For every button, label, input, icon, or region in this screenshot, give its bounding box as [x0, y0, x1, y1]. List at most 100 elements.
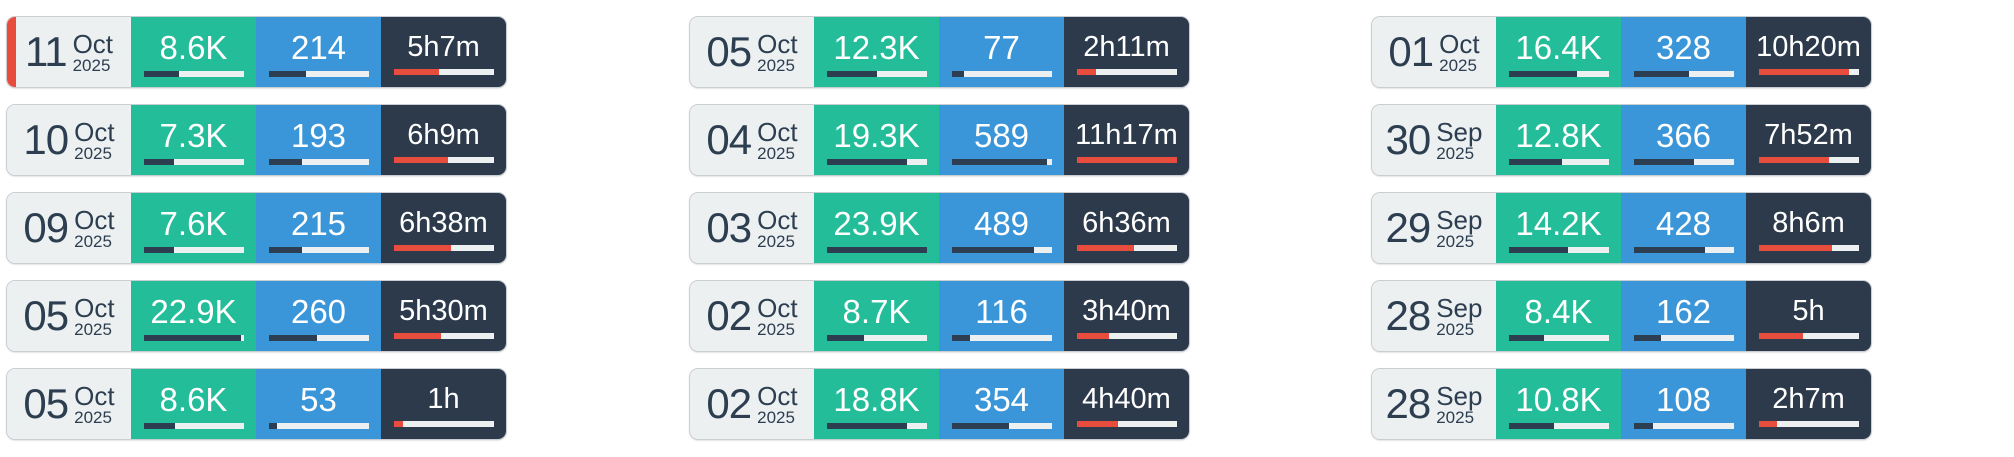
duration-bar-fill: [1758, 333, 1803, 339]
day-number: 28: [1385, 292, 1432, 339]
duration-value: 6h9m: [407, 119, 480, 151]
duration-value: 6h38m: [399, 207, 488, 239]
duration-value: 5h: [1792, 295, 1825, 327]
views-bar: [143, 335, 244, 341]
month: Oct: [72, 28, 114, 59]
duration-value: 2h7m: [1772, 383, 1845, 415]
views-cell: 19.3K: [814, 105, 939, 175]
count-bar-fill: [951, 423, 1009, 429]
count-cell: 260: [256, 281, 381, 351]
duration-bar: [1758, 333, 1859, 339]
views-cell: 12.8K: [1496, 105, 1621, 175]
count-bar: [1633, 247, 1734, 253]
views-value: 12.3K: [833, 29, 920, 66]
day-card[interactable]: 05 Oct 2025 8.6K 53 1h: [7, 369, 506, 439]
month: Sep: [1436, 292, 1483, 323]
month: Oct: [757, 28, 798, 59]
duration-value: 5h7m: [407, 31, 480, 63]
views-bar: [1508, 247, 1609, 253]
views-bar: [1508, 335, 1609, 341]
views-value: 12.8K: [1515, 117, 1602, 154]
views-bar-fill: [143, 247, 174, 253]
day-card[interactable]: 05 Oct 2025 22.9K 260 5h30m: [7, 281, 506, 351]
date-cell: 28 Sep 2025: [1372, 281, 1496, 351]
date-cell: 03 Oct 2025: [690, 193, 814, 263]
day-number: 02: [706, 292, 752, 339]
views-cell: 7.3K: [131, 105, 256, 175]
count-bar-fill: [1633, 335, 1661, 341]
count-cell: 589: [939, 105, 1064, 175]
duration-bar-fill: [1758, 157, 1829, 163]
duration-bar-fill: [1076, 69, 1096, 75]
day-card[interactable]: 28 Sep 2025 8.4K 162 5h: [1372, 281, 1871, 351]
day-card[interactable]: 09 Oct 2025 7.6K 215 6h38m: [7, 193, 506, 263]
day-number: 05: [23, 292, 69, 339]
views-value: 14.2K: [1515, 205, 1602, 242]
day-card[interactable]: 10 Oct 2025 7.3K 193 6h9m: [7, 105, 506, 175]
duration-cell: 11h17m: [1064, 105, 1189, 175]
duration-value: 8h6m: [1772, 207, 1845, 239]
count-bar: [951, 247, 1052, 253]
day-card[interactable]: 04 Oct 2025 19.3K 589 11h17m: [690, 105, 1189, 175]
day-card[interactable]: 30 Sep 2025 12.8K 366 7h52m: [1372, 105, 1871, 175]
views-bar-fill: [143, 335, 241, 341]
count-value: 354: [973, 381, 1030, 418]
year: 2025: [74, 143, 112, 163]
count-bar-fill: [1633, 71, 1689, 77]
year: 2025: [74, 407, 112, 427]
day-card[interactable]: 02 Oct 2025 18.8K 354 4h40m: [690, 369, 1189, 439]
day-card[interactable]: 05 Oct 2025 12.3K 77 2h11m: [690, 17, 1189, 87]
day-number: 30: [1385, 116, 1432, 163]
duration-bar: [393, 421, 494, 427]
date-cell: 09 Oct 2025: [7, 193, 131, 263]
count-bar-fill: [268, 423, 277, 429]
day-card[interactable]: 28 Sep 2025 10.8K 108 2h7m: [1372, 369, 1871, 439]
year: 2025: [72, 55, 111, 75]
views-bar-fill: [826, 423, 907, 429]
date-cell: 02 Oct 2025: [690, 369, 814, 439]
duration-bar: [1758, 421, 1859, 427]
count-cell: 53: [256, 369, 381, 439]
duration-bar: [1076, 333, 1177, 339]
month: Oct: [74, 292, 115, 323]
day-card[interactable]: 11 Oct 2025 8.6K 214 5h7m: [7, 17, 506, 87]
views-value: 7.6K: [159, 205, 228, 242]
year: 2025: [1439, 55, 1477, 75]
views-value: 23.9K: [833, 205, 920, 242]
count-value: 116: [975, 293, 1028, 330]
count-bar-fill: [951, 247, 1034, 253]
duration-cell: 6h36m: [1064, 193, 1189, 263]
views-cell: 7.6K: [131, 193, 256, 263]
day-card[interactable]: 02 Oct 2025 8.7K 116 3h40m: [690, 281, 1189, 351]
day-card[interactable]: 29 Sep 2025 14.2K 428 8h6m: [1372, 193, 1871, 263]
count-cell: 366: [1621, 105, 1746, 175]
year: 2025: [1436, 143, 1475, 163]
duration-cell: 5h7m: [381, 17, 506, 87]
count-bar-fill: [951, 335, 970, 341]
views-value: 7.3K: [159, 117, 228, 154]
views-bar: [143, 247, 244, 253]
year: 2025: [757, 55, 795, 75]
day-card[interactable]: 03 Oct 2025 23.9K 489 6h36m: [690, 193, 1189, 263]
duration-value: 2h11m: [1083, 31, 1170, 63]
month: Oct: [74, 204, 115, 235]
count-bar-fill: [1633, 159, 1694, 165]
count-value: 260: [290, 293, 347, 330]
year: 2025: [1436, 319, 1475, 339]
count-bar: [1633, 335, 1734, 341]
count-bar: [1633, 423, 1734, 429]
count-cell: 489: [939, 193, 1064, 263]
duration-bar: [393, 245, 494, 251]
views-cell: 8.6K: [131, 17, 256, 87]
year: 2025: [757, 319, 795, 339]
day-card[interactable]: 01 Oct 2025 16.4K 328 10h20m: [1372, 17, 1871, 87]
year: 2025: [1436, 407, 1475, 427]
count-bar-fill: [268, 71, 306, 77]
month: Oct: [74, 116, 115, 147]
date-cell: 10 Oct 2025: [7, 105, 131, 175]
views-value: 8.6K: [159, 29, 228, 66]
duration-bar-fill: [1076, 245, 1134, 251]
duration-bar: [393, 157, 494, 163]
duration-bar-fill: [1076, 333, 1109, 339]
views-bar: [1508, 423, 1609, 429]
